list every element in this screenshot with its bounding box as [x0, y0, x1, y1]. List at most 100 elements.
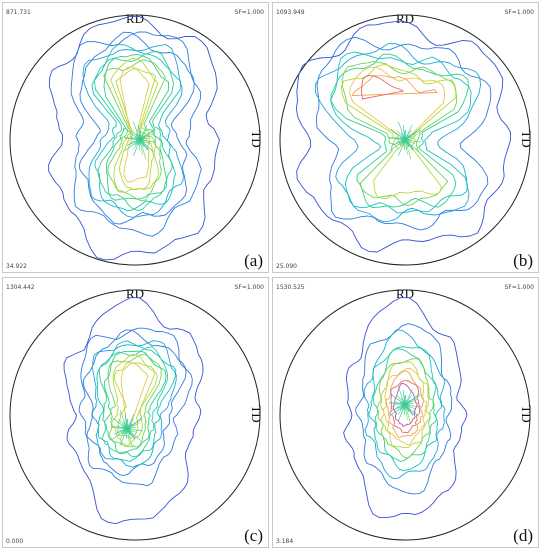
contour-line — [295, 20, 512, 253]
contour-line — [382, 368, 427, 446]
panel-frame — [2, 2, 269, 273]
contour-line — [341, 61, 458, 207]
contour-spike — [404, 139, 419, 152]
contour-spike — [404, 398, 418, 406]
contour-spike — [139, 139, 143, 155]
contour-spike — [399, 139, 406, 146]
contour-spike — [139, 129, 147, 141]
contour-spike — [397, 386, 406, 406]
contour-line — [376, 357, 435, 459]
contour-spike — [404, 389, 413, 406]
contour-plot — [343, 297, 468, 519]
contour-spike — [126, 413, 135, 430]
contour-spike — [126, 428, 134, 449]
contour-spike — [126, 418, 134, 430]
pole-figure-d: 1530.525 SF=1.000 3.184 RD TD (d) — [272, 277, 539, 548]
contour-spike — [404, 404, 419, 417]
contour-spike — [126, 428, 143, 432]
contour-spike — [126, 428, 130, 444]
contour-line — [392, 382, 418, 427]
contour-spike — [139, 139, 156, 143]
scale-factor-label: SF=1.000 — [235, 9, 265, 16]
contour-spike — [404, 404, 411, 409]
contour-spike — [404, 139, 406, 151]
contour-spike — [390, 393, 406, 406]
contour-line — [340, 64, 457, 200]
contour-line — [355, 323, 453, 495]
contour-spike — [404, 139, 408, 155]
max-value-label: 871.731 — [6, 9, 31, 16]
panel-label: (a) — [244, 251, 263, 270]
panel-frame — [2, 277, 269, 548]
pole-figure-b: 1093.949 SF=1.000 25.090 RD TD (b) — [272, 2, 539, 273]
contour-line — [70, 31, 202, 237]
contour-spike — [119, 410, 128, 430]
contour-spike — [404, 129, 412, 141]
contour-spike — [125, 128, 141, 141]
contour-spike — [396, 404, 406, 408]
contour-spike — [137, 125, 141, 141]
contour-spike — [116, 425, 128, 430]
contour-spike — [120, 428, 128, 445]
contour-line — [330, 51, 472, 214]
pole-figure-a: 871.731 SF=1.000 34.922 RD TD (a) — [2, 2, 269, 273]
contour-line — [389, 380, 421, 434]
contour-spike — [399, 404, 406, 411]
td-axis-label: TD — [519, 130, 534, 147]
panel-label: (b) — [513, 251, 533, 270]
contour-spike — [390, 128, 406, 141]
panel-frame — [272, 277, 539, 548]
contour-spike — [389, 138, 406, 141]
contour-spike — [111, 428, 128, 441]
contour-line — [107, 354, 162, 448]
contour-line — [91, 44, 182, 212]
contour-spike — [391, 404, 406, 411]
contour-line — [110, 354, 158, 446]
contour-spike — [126, 139, 141, 146]
projection-circle — [9, 289, 261, 541]
rd-axis-label: RD — [126, 11, 144, 26]
contour-spike — [124, 414, 128, 430]
contour-spike — [394, 401, 406, 406]
max-value-label: 1530.525 — [276, 284, 305, 291]
contour-line — [110, 58, 159, 193]
contour-spike — [397, 121, 406, 141]
contour-spike — [139, 139, 146, 144]
contour-spike — [126, 428, 133, 433]
contour-spike — [131, 129, 141, 141]
contour-spike — [404, 404, 406, 416]
contour-spike — [404, 404, 412, 425]
contour-spike — [396, 139, 406, 143]
contour-spike — [404, 133, 418, 141]
contour-spike — [404, 404, 414, 415]
contour-spike — [404, 139, 421, 143]
contour-line — [96, 340, 177, 462]
contour-line — [82, 44, 184, 218]
contour-spike — [113, 428, 128, 435]
contour-line — [103, 53, 169, 201]
contour-line — [98, 346, 169, 458]
panel-label: (d) — [513, 526, 533, 545]
contour-line — [363, 329, 446, 480]
contour-line — [372, 348, 437, 462]
min-value-label: 3.184 — [276, 538, 293, 545]
contour-spike — [404, 404, 408, 420]
contour-line — [368, 346, 443, 471]
projection-circle — [9, 14, 261, 266]
contour-line — [315, 43, 482, 223]
scale-factor-label: SF=1.000 — [505, 284, 535, 291]
contour-spike — [404, 394, 412, 406]
contour-line — [103, 350, 167, 455]
contour-line — [315, 36, 492, 231]
contour-spike — [139, 139, 154, 152]
contour-spike — [391, 139, 406, 146]
min-value-label: 34.922 — [6, 263, 27, 270]
contour-spike — [121, 428, 128, 435]
contour-line — [119, 66, 150, 183]
projection-circle — [279, 14, 531, 266]
contour-spike — [389, 403, 406, 406]
contour-line — [91, 340, 177, 468]
contour-line — [120, 361, 149, 432]
contour-spike — [124, 138, 141, 141]
